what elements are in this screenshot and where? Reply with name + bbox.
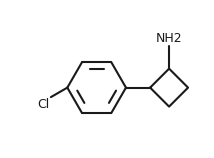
Text: NH2: NH2 <box>156 32 182 45</box>
Text: Cl: Cl <box>37 98 49 111</box>
